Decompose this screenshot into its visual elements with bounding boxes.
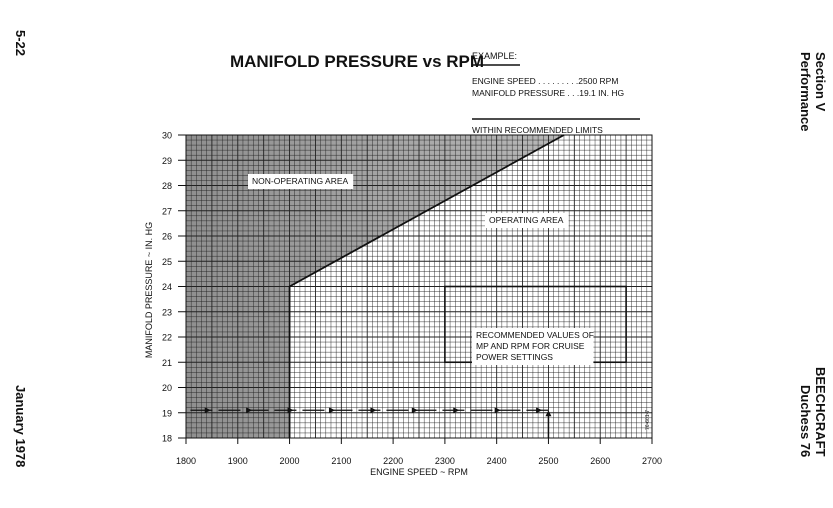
y-tick-label: 28 xyxy=(162,181,172,191)
recommended-label-bg xyxy=(472,328,594,365)
brand-name: BEECHCRAFT xyxy=(813,367,828,457)
page-number: 5-22 xyxy=(13,30,28,57)
example-manifold-pressure: MANIFOLD PRESSURE . . .19.1 IN. HG xyxy=(472,88,624,98)
x-tick-label: 1800 xyxy=(176,456,196,466)
recommended-label-text: POWER SETTINGS xyxy=(476,352,553,362)
operating-label: OPERATING AREA xyxy=(485,213,569,228)
model-name: Duchess 76 xyxy=(798,385,813,458)
page-date: January 1978 xyxy=(13,385,28,468)
figure-id: 76-601-7 xyxy=(645,410,651,430)
arrow-right-icon xyxy=(204,407,211,414)
arrow-right-icon xyxy=(536,407,543,414)
y-tick-label: 25 xyxy=(162,257,172,267)
y-tick-label: 29 xyxy=(162,156,172,166)
y-tick-label: 23 xyxy=(162,307,172,317)
non-operating-label-text: NON-OPERATING AREA xyxy=(252,176,349,186)
y-tick-label: 19 xyxy=(162,408,172,418)
x-tick-label: 2600 xyxy=(590,456,610,466)
arrow-right-icon xyxy=(246,407,253,414)
operating-label-text: OPERATING AREA xyxy=(489,215,564,225)
recommended-label-text: RECOMMENDED VALUES OF xyxy=(476,330,594,340)
x-tick-label: 2300 xyxy=(435,456,455,466)
x-tick-label: 1900 xyxy=(228,456,248,466)
y-tick-label: 30 xyxy=(162,131,172,141)
x-tick-label: 2200 xyxy=(383,456,403,466)
arrow-right-icon xyxy=(328,407,335,414)
example-heading: EXAMPLE: xyxy=(472,51,517,61)
arrow-right-icon xyxy=(453,407,460,414)
non-operating-label: NON-OPERATING AREA xyxy=(248,174,354,189)
x-tick-label: 2500 xyxy=(538,456,558,466)
y-tick-label: 21 xyxy=(162,358,172,368)
y-tick-label: 20 xyxy=(162,383,172,393)
y-tick-label: 22 xyxy=(162,333,172,343)
y-tick-label: 24 xyxy=(162,282,172,292)
example-engine-speed: ENGINE SPEED . . . . . . . . .2500 RPM xyxy=(472,76,618,86)
y-tick-label: 26 xyxy=(162,232,172,242)
operating-label-bg xyxy=(485,213,569,228)
arrow-right-icon xyxy=(411,407,418,414)
example-result: WITHIN RECOMMENDED LIMITS xyxy=(472,125,603,135)
y-axis-label: MANIFOLD PRESSURE ~ IN. HG xyxy=(144,222,154,358)
x-axis-label: ENGINE SPEED ~ RPM xyxy=(370,467,468,477)
x-tick-label: 2100 xyxy=(331,456,351,466)
arrow-up-icon xyxy=(545,410,552,417)
y-tick-label: 27 xyxy=(162,206,172,216)
arrow-right-icon xyxy=(494,407,501,414)
x-tick-label: 2400 xyxy=(487,456,507,466)
section-title: Section V xyxy=(813,52,828,112)
y-tick-label: 18 xyxy=(162,434,172,444)
non-operating-label-bg xyxy=(248,174,354,189)
arrow-right-icon xyxy=(287,407,294,414)
section-name: Performance xyxy=(798,52,813,132)
x-tick-label: 2700 xyxy=(642,456,662,466)
x-tick-label: 2000 xyxy=(280,456,300,466)
recommended-label-text: MP AND RPM FOR CRUISE xyxy=(476,341,585,351)
chart-title: MANIFOLD PRESSURE vs RPM xyxy=(230,52,484,71)
operating-limit-line xyxy=(288,134,565,438)
arrow-right-icon xyxy=(370,407,377,414)
